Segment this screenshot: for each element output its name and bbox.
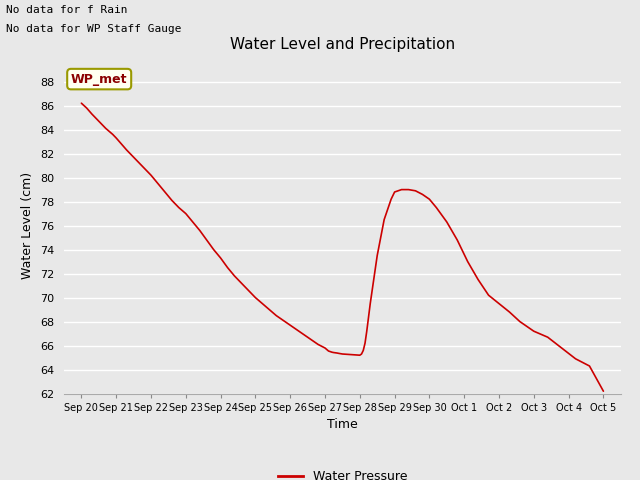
- Legend: Water Pressure: Water Pressure: [273, 465, 412, 480]
- Y-axis label: Water Level (cm): Water Level (cm): [22, 172, 35, 279]
- Text: No data for WP Staff Gauge: No data for WP Staff Gauge: [6, 24, 182, 34]
- Title: Water Level and Precipitation: Water Level and Precipitation: [230, 37, 455, 52]
- Text: No data for f Rain: No data for f Rain: [6, 5, 128, 15]
- X-axis label: Time: Time: [327, 418, 358, 431]
- Text: WP_met: WP_met: [71, 72, 127, 85]
